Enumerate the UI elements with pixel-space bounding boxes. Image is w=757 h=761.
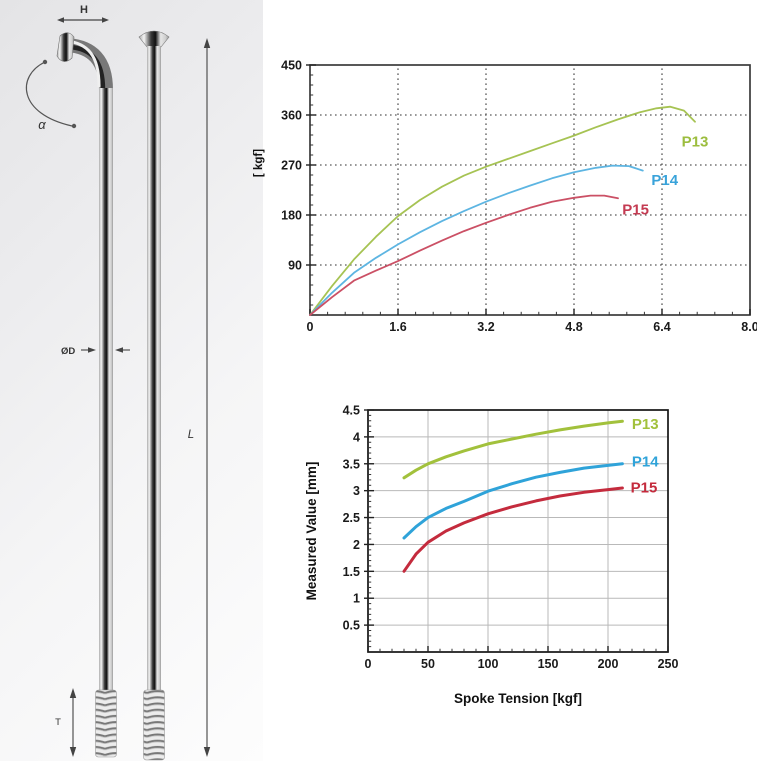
x-tick-label: 150 — [538, 657, 559, 671]
spoke-diagram: H α ØD L — [25, 4, 211, 761]
plot-border — [309, 64, 751, 316]
series-P15-line — [402, 486, 624, 573]
x-tick-label: 50 — [421, 657, 435, 671]
y-tick-label: 450 — [281, 59, 302, 73]
dim-diameter-label: ØD — [61, 346, 75, 357]
y-tick-label: 4.5 — [343, 404, 360, 418]
y-tick-label: 4 — [353, 430, 360, 444]
measured-value-chart: 0 50 100 150 200 250 0.5 1 1.5 2 2.5 3 3.5 4 4.5 P13 P14… — [304, 404, 679, 707]
y-tick-label: 2 — [353, 538, 360, 552]
dimension-diameter — [81, 347, 130, 353]
x-tick-label: 0 — [307, 320, 314, 334]
straight-spoke-shaft — [147, 46, 161, 690]
x-tick-label: 250 — [658, 657, 679, 671]
y-axis-title: [ kgf] — [253, 149, 265, 177]
y-tick-label: 180 — [281, 209, 302, 223]
dimension-length — [203, 38, 211, 757]
series-P15-label: P15 — [622, 201, 649, 218]
y-tick-label: 3 — [353, 484, 360, 498]
y-tick-label: 1.5 — [343, 565, 360, 579]
x-tick-label: 100 — [478, 657, 499, 671]
series-P13-label: P13 — [632, 416, 659, 433]
straight-spoke-head — [138, 30, 170, 48]
x-axis-title: Spoke Tension [kgf] — [454, 691, 582, 706]
bent-spoke — [56, 32, 117, 758]
series-P14-label: P14 — [632, 454, 659, 471]
series-P13-line — [309, 105, 696, 316]
y-tick-label: 3.5 — [343, 457, 360, 471]
x-tick-label: 3.2 — [477, 320, 494, 334]
plot-border — [367, 409, 669, 653]
y-tick-label: 270 — [281, 159, 302, 173]
x-tick-label: 6.4 — [653, 320, 670, 334]
series-P15-label: P15 — [631, 479, 658, 496]
spoke-diagram-panel: H α ØD L — [0, 0, 263, 761]
series-P13-line — [402, 419, 624, 480]
series-P13-label: P13 — [682, 134, 709, 151]
x-tick-label: 4.8 — [565, 320, 582, 334]
y-tick-label: 90 — [288, 259, 302, 273]
dimension-h — [57, 17, 109, 23]
bent-spoke-shaft — [99, 88, 113, 690]
y-tick-label: 0.5 — [343, 619, 360, 633]
dim-angle-label: α — [38, 117, 46, 132]
bent-spoke-threads — [95, 689, 117, 758]
dim-length-label: L — [188, 429, 194, 441]
dim-thread-label: T — [55, 717, 61, 728]
straight-spoke — [138, 30, 170, 761]
series-P14-line — [309, 164, 644, 316]
x-tick-label: 8.0 — [741, 320, 757, 334]
bent-spoke-head — [56, 32, 75, 62]
straight-spoke-threads — [143, 689, 165, 761]
y-tick-label: 2.5 — [343, 511, 360, 525]
x-tick-label: 200 — [598, 657, 619, 671]
dimension-thread — [69, 688, 77, 757]
y-axis-title: Measured Value [mm] — [304, 462, 319, 601]
x-tick-label: 0 — [365, 657, 372, 671]
dim-h-label: H — [80, 4, 88, 16]
series-P15-line — [309, 194, 619, 316]
y-tick-label: 1 — [353, 592, 360, 606]
x-tick-label: 1.6 — [389, 320, 406, 334]
y-tick-label: 360 — [281, 109, 302, 123]
series-P14-label: P14 — [651, 172, 678, 189]
dimension-angle — [25, 59, 77, 129]
series-P14-line — [402, 462, 624, 540]
